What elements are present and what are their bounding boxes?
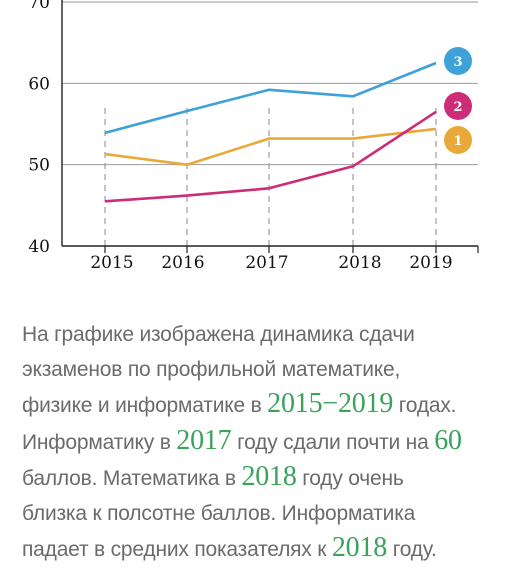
text-line-7: падает в средних показателях к 2018 году… xyxy=(22,531,512,568)
x-tick-label: 2016 xyxy=(161,253,204,273)
text-segment: баллов. Математика в xyxy=(22,467,242,490)
text-segment: падает в средних показателях к xyxy=(22,538,332,561)
text-segment: годах. xyxy=(393,394,457,417)
text-segment: году очень xyxy=(296,467,404,490)
series-badge-3 xyxy=(444,47,472,75)
series-badge-label: 3 xyxy=(453,55,462,70)
year-number: 2017 xyxy=(176,424,232,456)
text-segment: Информатику в xyxy=(22,430,177,454)
x-tick-label: 2015 xyxy=(90,253,133,273)
text-line-2: экзаменов по профильной математике, xyxy=(22,357,401,381)
score-number: 60 xyxy=(434,424,462,456)
series-line-2 xyxy=(104,110,437,203)
text-line-4: Информатику в 2017 году сдали почти на 6… xyxy=(22,424,512,461)
text-line-6: близка к полсотне баллов. Информатика xyxy=(22,501,416,525)
chart-axes xyxy=(61,0,479,253)
x-tick-label: 2018 xyxy=(338,253,381,273)
chart-grid xyxy=(62,1,478,246)
series-badge-label: 1 xyxy=(453,134,462,149)
description-paragraph: На графике изображена динамика сдачи экз… xyxy=(22,318,512,568)
y-tick-label: 60 xyxy=(28,74,50,94)
chart-series-badges: 1 2 3 xyxy=(444,47,472,154)
y-tick-label: 40 xyxy=(28,237,50,257)
chart-tick-labels: 40 50 60 70 2015 2016 2017 2018 2019 xyxy=(28,0,452,273)
x-tick-label: 2017 xyxy=(245,253,288,273)
year-range: 2015−2019 xyxy=(267,388,394,419)
year-number: 2018 xyxy=(331,532,388,563)
text-segment: физике и информатике в xyxy=(22,394,268,417)
text-line-1: На графике изображена динамика сдачи xyxy=(22,323,415,346)
text-line-3: физике и информатике в 2015−2019 годах. xyxy=(22,387,512,424)
text-segment: году. xyxy=(387,538,437,561)
series-badge-label: 2 xyxy=(453,100,462,115)
y-tick-label: 50 xyxy=(28,156,50,176)
line-chart: 40 50 60 70 2015 2016 2017 2018 2019 1 2 3 xyxy=(28,0,479,273)
x-tick-label: 2019 xyxy=(409,253,452,273)
text-segment: году сдали почти на xyxy=(231,430,435,454)
series-line-3 xyxy=(104,61,437,135)
year-number: 2018 xyxy=(241,461,297,492)
series-line-1 xyxy=(104,127,437,166)
text-line-5: баллов. Математика в 2018 году очень xyxy=(22,460,512,497)
y-tick-label: 70 xyxy=(28,0,50,13)
chart-series xyxy=(104,61,437,203)
series-badge-2 xyxy=(444,92,472,120)
series-badge-1 xyxy=(444,126,472,154)
